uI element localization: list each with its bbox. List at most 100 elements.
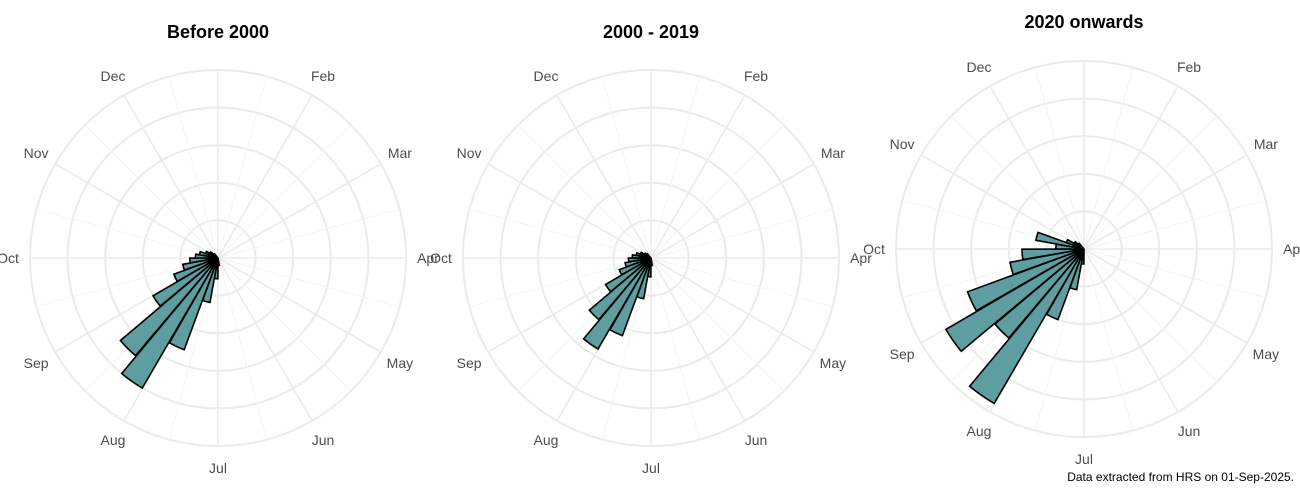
month-label: May	[820, 355, 846, 371]
grid-spoke-minor	[217, 208, 400, 259]
grid-spoke-minor	[469, 257, 652, 308]
month-label: Nov	[24, 145, 49, 161]
panel-title: 2020 onwards	[1024, 12, 1143, 32]
rose-bar	[624, 257, 652, 268]
rose-bar	[966, 248, 1085, 312]
rose-bar	[993, 248, 1085, 340]
grid-spoke-minor	[650, 257, 833, 308]
grid-spoke-major	[989, 85, 1085, 250]
grid-spoke-major	[650, 94, 746, 259]
month-labels: Dec Feb Mar Apr May Jun Jul Aug Sep Oct Nov	[430, 68, 872, 476]
month-label: Feb	[1177, 59, 1201, 75]
rose-bar	[172, 257, 219, 283]
month-label: Apr	[417, 250, 439, 266]
grid-spoke-major	[1083, 154, 1248, 250]
rose-bar	[120, 257, 219, 390]
month-label: Apr	[850, 250, 872, 266]
grid-spoke-minor	[168, 76, 219, 259]
panel-title: 2000 - 2019	[603, 22, 699, 42]
grid-spoke-major	[650, 163, 815, 259]
rose-bar	[1077, 242, 1085, 250]
panel-2000-2019: 2000 - 2019 Dec Feb Mar Apr May Jun Jul Aug Sep O…	[430, 22, 872, 476]
month-label: Apr	[1283, 241, 1300, 257]
month-label: Aug	[534, 432, 559, 448]
grid-spoke-minor	[1083, 67, 1134, 250]
rose-bar	[968, 248, 1085, 405]
rose-bar	[588, 257, 652, 321]
rose-bar	[582, 257, 652, 351]
grid-spoke-major	[650, 257, 746, 422]
month-label: Mar	[1254, 136, 1278, 152]
month-label: Sep	[457, 355, 482, 371]
rose-bar	[1009, 248, 1085, 276]
month-label: Nov	[457, 145, 482, 161]
month-label: Dec	[967, 59, 992, 75]
month-label: May	[1253, 346, 1279, 362]
month-label: Dec	[101, 68, 126, 84]
month-label: Feb	[744, 68, 768, 84]
grid-spoke-major	[123, 94, 219, 259]
grid-spoke-minor	[650, 124, 785, 259]
grid-spoke-minor	[1083, 248, 1134, 431]
grid-spoke-minor	[650, 257, 785, 392]
grid-spoke-major	[54, 163, 219, 259]
grid-spoke-minor	[950, 115, 1085, 250]
month-label: Feb	[311, 68, 335, 84]
grid-spoke-major	[1083, 248, 1179, 413]
grid-spoke-major	[650, 257, 815, 353]
panel-before-2000: Before 2000 Dec Feb Mar Apr May Jun Jul Aug Sep O…	[0, 22, 439, 476]
month-label: Jun	[312, 432, 335, 448]
grid-spoke-minor	[1083, 115, 1218, 250]
month-label: Jun	[1178, 423, 1201, 439]
grid-spoke-major	[487, 163, 652, 259]
month-label: Oct	[0, 250, 19, 266]
grid-spoke-major	[1083, 248, 1248, 344]
rose-bar	[645, 252, 652, 259]
grid-spoke-minor	[217, 76, 268, 259]
month-label: Nov	[890, 136, 915, 152]
rose-bar	[618, 257, 652, 276]
grid-spoke-minor	[650, 76, 701, 259]
grid-spoke-minor	[1083, 199, 1266, 250]
grid-spoke-minor	[36, 208, 219, 259]
grid-spoke-minor	[1083, 248, 1218, 383]
rose-bar	[604, 257, 652, 293]
grid-spoke-minor	[217, 257, 400, 308]
month-label: Mar	[388, 145, 412, 161]
month-label: Jun	[745, 432, 768, 448]
month-label: Oct	[430, 250, 452, 266]
rose-bar	[188, 257, 219, 264]
month-labels: Dec Feb Mar Apr May Jun Jul Aug Sep Oct Nov	[0, 68, 439, 476]
month-label: Mar	[821, 145, 845, 161]
month-label: May	[387, 355, 413, 371]
grid-spoke-major	[217, 257, 382, 353]
rose-bars	[582, 251, 654, 351]
data-source-caption: Data extracted from HRS on 01-Sep-2025.	[1067, 470, 1294, 484]
month-label: Oct	[863, 241, 885, 257]
rose-bars	[119, 250, 221, 390]
grid-spoke-minor	[650, 257, 701, 440]
rose-bar	[944, 248, 1085, 353]
rose-bar	[119, 257, 219, 357]
month-label: Jul	[1075, 451, 1093, 467]
rose-bar	[627, 257, 652, 263]
grid-spoke-major	[217, 94, 313, 259]
rose-bar	[181, 257, 219, 272]
grid-spoke-major	[920, 154, 1085, 250]
panel-title: Before 2000	[167, 22, 269, 42]
month-label: Sep	[24, 355, 49, 371]
grid-spoke-minor	[469, 208, 652, 259]
grid-spoke-minor	[517, 124, 652, 259]
rose-bars	[944, 231, 1085, 405]
grid-spoke-minor	[217, 257, 268, 440]
grid-spoke-minor	[84, 124, 219, 259]
grid-spoke-minor	[650, 208, 833, 259]
grid-spoke-minor	[601, 76, 652, 259]
month-label: Aug	[101, 432, 126, 448]
rose-bar	[151, 257, 219, 308]
rose-bar	[212, 252, 219, 259]
grid-spoke-major	[217, 257, 313, 422]
grid-spoke-minor	[217, 257, 352, 392]
grid-spoke-major	[556, 94, 652, 259]
